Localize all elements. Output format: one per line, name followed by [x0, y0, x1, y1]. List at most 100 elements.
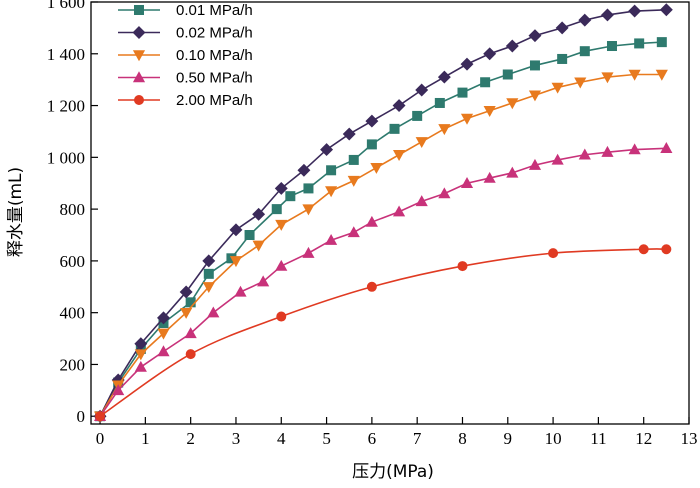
- data-point: [252, 240, 265, 252]
- data-point: [551, 153, 564, 165]
- data-point: [638, 244, 649, 255]
- series-5: [95, 244, 672, 422]
- y-tick-label: 600: [60, 252, 86, 271]
- data-point: [207, 306, 220, 318]
- data-point: [483, 106, 496, 117]
- series-1: [95, 37, 667, 422]
- data-point: [157, 311, 170, 325]
- data-point: [302, 204, 315, 216]
- x-tick-label: 7: [413, 429, 422, 448]
- data-point: [366, 281, 377, 292]
- data-point: [320, 143, 334, 157]
- data-point: [557, 53, 568, 64]
- legend: 0.01 MPa/h 0.02 MPa/h 0.10 MPa/h 0.50 MPa/h…: [118, 2, 253, 109]
- data-point: [579, 46, 590, 57]
- data-point: [502, 69, 513, 80]
- legend-marker: [132, 26, 146, 39]
- data-point: [505, 39, 519, 53]
- data-point: [659, 3, 673, 17]
- data-point: [656, 37, 667, 48]
- data-point: [628, 143, 641, 155]
- data-point: [185, 349, 196, 360]
- y-tick-label: 1 200: [47, 97, 85, 116]
- x-tick-label: 0: [96, 429, 105, 448]
- y-tick-label: 400: [60, 304, 86, 323]
- data-point: [252, 207, 266, 221]
- x-axis-title: 压力(MPa): [352, 462, 434, 482]
- x-tick-label: 8: [458, 429, 467, 448]
- data-point: [342, 127, 356, 141]
- data-point: [457, 261, 468, 272]
- data-point: [257, 275, 270, 287]
- data-point: [392, 150, 406, 161]
- data-point: [134, 360, 147, 372]
- y-tick-label: 0: [77, 407, 86, 426]
- data-point: [483, 171, 496, 183]
- x-tick-label: 13: [681, 429, 698, 448]
- series-3: [93, 69, 668, 423]
- data-point: [275, 219, 288, 231]
- y-tick-label: 200: [60, 355, 86, 374]
- legend-item: 0.10 MPa/h: [118, 47, 253, 64]
- data-point: [157, 345, 170, 357]
- series-line: [99, 147, 667, 417]
- data-point: [244, 230, 255, 241]
- legend-marker: [133, 5, 144, 15]
- data-point: [229, 223, 243, 237]
- series-line: [99, 248, 667, 417]
- data-point: [303, 183, 314, 194]
- series-4: [93, 142, 673, 421]
- data-point: [551, 82, 564, 94]
- data-point: [271, 204, 282, 215]
- data-point: [275, 259, 288, 271]
- data-point: [370, 162, 383, 174]
- data-point: [528, 29, 542, 43]
- data-point: [460, 113, 474, 125]
- data-point: [184, 327, 197, 339]
- data-point: [276, 311, 287, 322]
- data-point: [325, 233, 338, 245]
- data-point: [529, 60, 540, 71]
- data-point: [179, 285, 193, 299]
- data-point: [392, 99, 406, 113]
- legend-label: 0.10 MPa/h: [176, 47, 253, 64]
- x-tick-label: 10: [545, 429, 562, 448]
- data-point: [415, 137, 428, 149]
- data-point: [601, 145, 614, 157]
- x-tick-label: 5: [322, 429, 331, 448]
- data-point: [655, 69, 668, 81]
- legend-marker: [133, 95, 144, 106]
- legend-marker: [132, 50, 146, 62]
- data-point: [202, 282, 215, 294]
- data-point: [157, 328, 170, 340]
- data-point: [437, 70, 451, 84]
- x-tick-label: 9: [504, 429, 513, 448]
- data-point: [661, 244, 672, 255]
- series-layer: [93, 3, 673, 423]
- data-point: [112, 384, 125, 396]
- legend-label: 0.01 MPa/h: [176, 2, 253, 19]
- data-point: [438, 124, 451, 136]
- data-point: [415, 83, 429, 97]
- data-point: [528, 90, 542, 102]
- y-tick-label: 800: [60, 200, 86, 219]
- data-point: [457, 87, 468, 98]
- data-point: [660, 142, 673, 153]
- y-tick-label: 1 400: [47, 45, 85, 64]
- data-point: [185, 297, 196, 308]
- data-point: [134, 349, 147, 361]
- x-tick-label: 2: [186, 429, 195, 448]
- y-tick-label: 1 000: [47, 148, 85, 167]
- data-point: [412, 110, 423, 121]
- data-point: [483, 47, 497, 61]
- data-point: [528, 158, 542, 170]
- data-point: [297, 163, 311, 177]
- data-point: [95, 411, 106, 422]
- data-point: [460, 177, 474, 188]
- data-point: [460, 57, 474, 71]
- y-axis-title: 释水量(mL): [6, 167, 26, 257]
- data-point: [347, 226, 360, 238]
- data-point: [180, 307, 193, 319]
